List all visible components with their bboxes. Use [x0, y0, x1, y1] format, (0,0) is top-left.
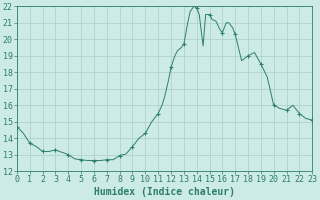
X-axis label: Humidex (Indice chaleur): Humidex (Indice chaleur)	[94, 187, 235, 197]
